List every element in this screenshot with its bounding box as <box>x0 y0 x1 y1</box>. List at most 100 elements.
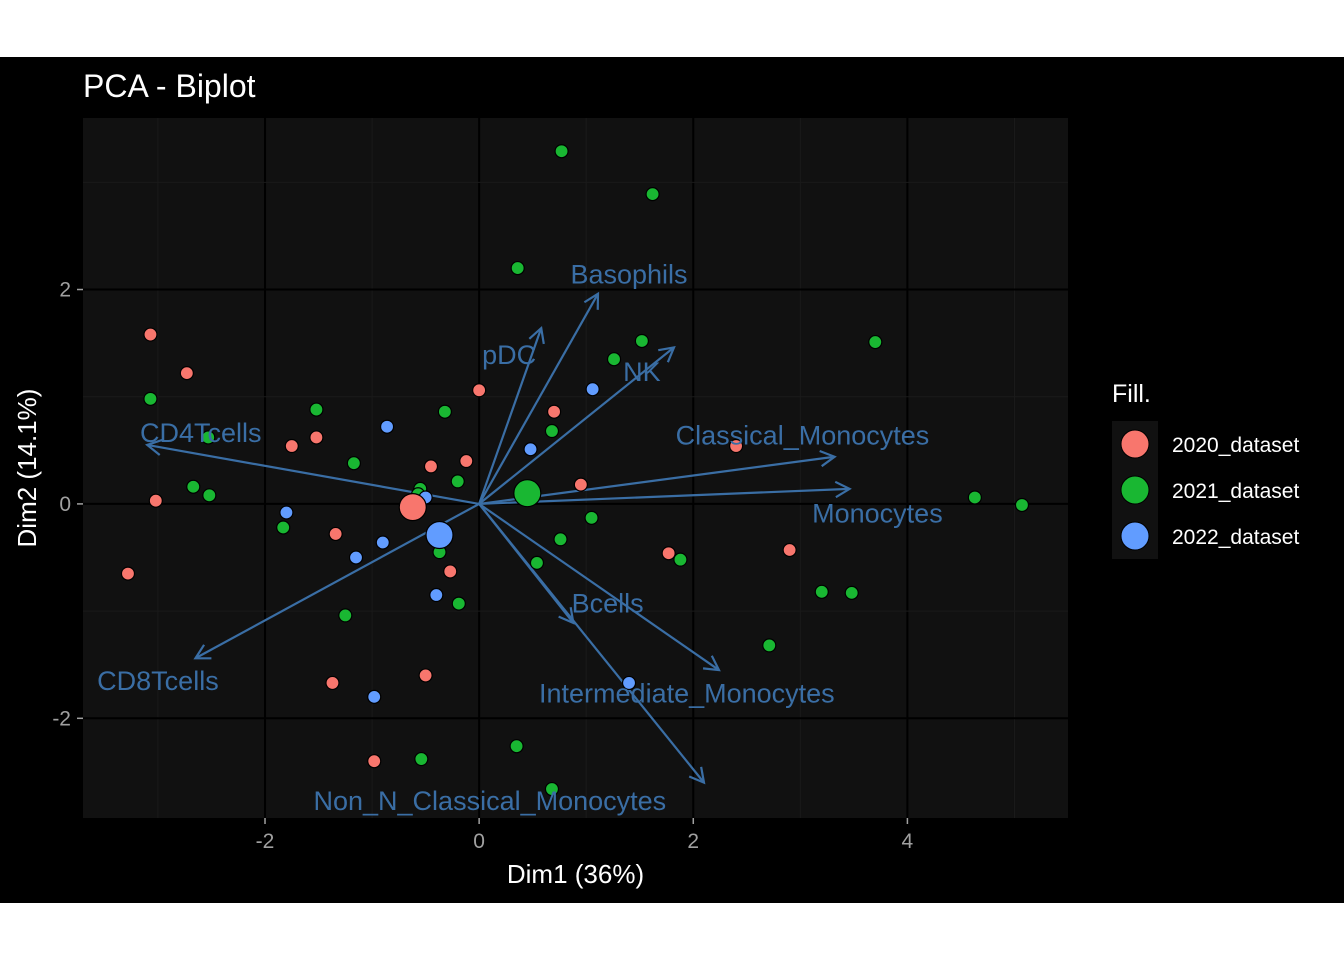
data-point <box>1014 497 1030 513</box>
data-point <box>645 187 660 202</box>
data-point <box>673 552 688 567</box>
data-point <box>186 479 201 494</box>
group-centroid <box>513 479 542 508</box>
axes: -2 0 2 4 -2 0 2 <box>52 279 913 853</box>
data-point <box>868 334 883 350</box>
arrow-head <box>834 480 852 499</box>
variable-labels: Basophils pDC NK Classical_Monocytes Monocyt… <box>97 260 943 816</box>
arrow-head <box>558 606 575 625</box>
legend-title: Fill. <box>1112 380 1151 408</box>
x-tick-label: 2 <box>687 830 699 853</box>
variable-label: Basophils <box>570 260 687 290</box>
data-point <box>529 555 545 570</box>
legend: Fill. 2020_dataset 2021_dataset 2022_datas… <box>1112 380 1299 559</box>
data-point <box>544 781 560 797</box>
data-point <box>762 638 777 653</box>
x-axis-title: Dim1 (36%) <box>507 859 644 889</box>
top-margin <box>0 0 1344 57</box>
arrow-head <box>688 766 706 785</box>
data-point <box>459 453 474 469</box>
arrow-head <box>819 449 837 468</box>
group-centroid <box>398 493 427 522</box>
variable-arrows <box>144 291 852 785</box>
arrow-head <box>528 325 545 345</box>
plot-panel <box>83 118 1068 818</box>
data-point <box>367 754 382 769</box>
data-point <box>634 333 649 349</box>
data-point <box>450 474 465 489</box>
bottom-margin <box>0 903 1344 960</box>
arrow-line <box>478 327 543 505</box>
arrow-line <box>478 503 720 671</box>
data-point <box>309 430 324 445</box>
data-point <box>423 459 439 474</box>
data-point <box>544 423 560 439</box>
arrow-line <box>479 487 850 506</box>
y-tick-label: 2 <box>59 279 71 302</box>
data-point <box>585 382 600 397</box>
legend-entry: 2022_dataset <box>1172 526 1299 549</box>
data-point <box>554 144 569 159</box>
variable-label: Intermediate_Monocytes <box>539 679 835 709</box>
data-point <box>328 526 343 542</box>
arrow-head <box>583 291 600 310</box>
data-point <box>510 260 525 276</box>
data-point <box>844 585 859 600</box>
variable-label: NK <box>623 357 661 387</box>
data-point <box>202 488 217 503</box>
data-point <box>606 352 622 367</box>
variable-label: Bcells <box>572 589 644 619</box>
data-point <box>661 546 676 561</box>
arrow-head <box>702 655 721 672</box>
data-point <box>379 419 395 434</box>
data-point <box>179 366 194 381</box>
data-point <box>276 520 291 535</box>
data-point <box>418 668 433 683</box>
data-point <box>429 587 444 603</box>
arrow-head <box>658 345 676 363</box>
data-point <box>553 532 568 547</box>
data-point <box>325 675 340 691</box>
y-tick-label: -2 <box>52 707 71 730</box>
arrow-head <box>193 644 212 660</box>
data-points <box>120 144 1030 797</box>
data-point <box>309 402 324 417</box>
data-point <box>728 438 744 454</box>
data-point <box>523 442 538 457</box>
data-point <box>279 505 294 520</box>
data-point <box>414 751 429 767</box>
data-point <box>814 584 829 599</box>
data-point <box>546 404 562 419</box>
legend-key <box>1120 521 1150 551</box>
data-point <box>573 477 588 492</box>
arrow-line <box>478 293 599 505</box>
variable-label: Monocytes <box>812 499 943 529</box>
data-point <box>346 456 361 471</box>
data-point <box>782 542 797 558</box>
data-point <box>367 689 382 704</box>
x-tick-label: -2 <box>256 830 275 853</box>
arrow-line <box>478 503 705 784</box>
y-axis-title: Dim2 (14.1%) <box>12 389 42 548</box>
arrow-line <box>478 346 675 505</box>
data-point <box>509 739 524 754</box>
data-point <box>584 510 599 525</box>
variable-label: pDC <box>482 340 536 370</box>
variable-label: CD4Tcells <box>140 418 262 448</box>
data-point <box>621 675 637 691</box>
data-point <box>472 383 487 398</box>
legend-entry: 2020_dataset <box>1172 434 1299 457</box>
legend-key <box>1120 475 1150 505</box>
data-point <box>120 566 136 581</box>
data-point <box>143 327 158 342</box>
y-tick-label: 0 <box>59 493 71 516</box>
data-point <box>148 493 163 508</box>
grid-lines <box>83 118 1068 818</box>
data-point <box>967 490 982 505</box>
data-point <box>375 535 390 550</box>
data-point <box>348 550 364 565</box>
legend-entry: 2021_dataset <box>1172 480 1299 503</box>
x-tick-label: 0 <box>473 830 485 853</box>
data-point <box>338 608 353 623</box>
